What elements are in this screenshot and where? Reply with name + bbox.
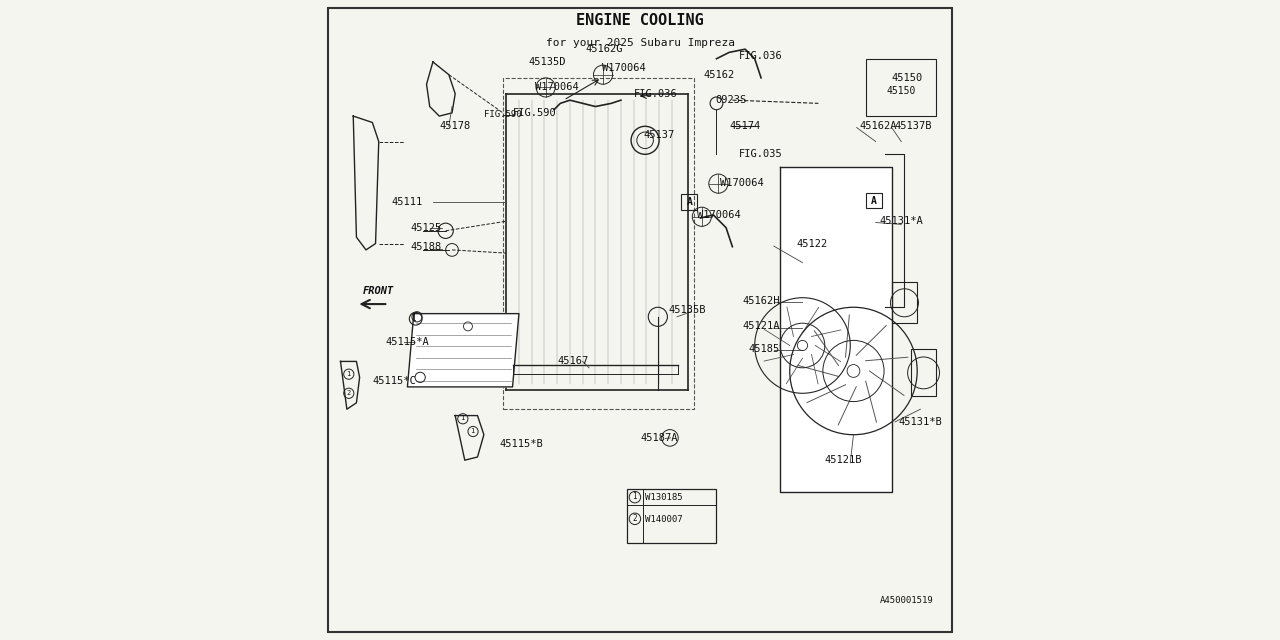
Text: 45115*C: 45115*C — [372, 376, 416, 385]
Text: A: A — [872, 196, 877, 206]
Text: 1: 1 — [346, 371, 351, 376]
Bar — [627, 489, 717, 543]
Text: 45115*A: 45115*A — [385, 337, 429, 348]
Text: 1: 1 — [470, 428, 475, 434]
Text: W130185: W130185 — [645, 493, 682, 502]
Text: 45162H: 45162H — [742, 296, 780, 306]
Text: 45178: 45178 — [439, 121, 471, 131]
Bar — [867, 59, 936, 116]
Polygon shape — [407, 314, 518, 387]
Text: 45121B: 45121B — [824, 455, 863, 465]
Text: FIG.590: FIG.590 — [512, 108, 557, 118]
Text: 45167: 45167 — [557, 356, 589, 367]
Text: 45125: 45125 — [411, 223, 442, 232]
Text: 45137: 45137 — [643, 130, 675, 140]
Text: 45115*B: 45115*B — [499, 439, 544, 449]
Text: W170064: W170064 — [602, 63, 645, 74]
Text: 45135D: 45135D — [529, 57, 566, 67]
Text: 2: 2 — [632, 514, 637, 523]
Text: 45122: 45122 — [796, 239, 827, 248]
Text: 1: 1 — [632, 492, 637, 501]
Text: FIG.590: FIG.590 — [484, 110, 521, 119]
Text: 45162A: 45162A — [860, 121, 897, 131]
Text: W170064: W170064 — [698, 210, 741, 220]
Text: 45131*A: 45131*A — [879, 216, 923, 226]
Text: 1: 1 — [411, 314, 416, 323]
Text: A: A — [686, 197, 692, 207]
Text: FIG.035: FIG.035 — [739, 149, 782, 159]
Text: 45185: 45185 — [749, 344, 780, 354]
Text: A450001519: A450001519 — [879, 596, 933, 605]
Bar — [911, 349, 936, 396]
Text: 45188: 45188 — [411, 242, 442, 252]
Text: 0923S: 0923S — [716, 95, 746, 105]
Bar — [681, 194, 698, 210]
Text: FIG.036: FIG.036 — [634, 89, 677, 99]
Bar — [892, 282, 918, 323]
Text: 45174: 45174 — [730, 121, 760, 131]
Text: 45135B: 45135B — [668, 305, 707, 316]
Polygon shape — [781, 167, 892, 492]
Text: 45131*B: 45131*B — [899, 417, 942, 427]
Bar — [503, 78, 694, 409]
Text: 45187A: 45187A — [640, 433, 677, 443]
Text: 1: 1 — [460, 415, 465, 421]
Text: 45121A: 45121A — [742, 321, 780, 332]
Text: W170064: W170064 — [535, 83, 579, 92]
Text: FIG.036: FIG.036 — [739, 51, 782, 61]
Text: 45162G: 45162G — [586, 44, 623, 54]
Text: for your 2025 Subaru Impreza: for your 2025 Subaru Impreza — [545, 38, 735, 48]
Text: ENGINE COOLING: ENGINE COOLING — [576, 13, 704, 28]
Text: 45150: 45150 — [892, 73, 923, 83]
Text: 45111: 45111 — [392, 197, 422, 207]
Text: 45137B: 45137B — [895, 121, 932, 131]
Text: W170064: W170064 — [719, 178, 763, 188]
Text: 2: 2 — [346, 390, 351, 396]
Text: W140007: W140007 — [645, 515, 682, 524]
Text: 45150: 45150 — [887, 86, 916, 95]
Text: FRONT: FRONT — [362, 286, 394, 296]
Text: 45162: 45162 — [704, 70, 735, 79]
Bar — [867, 193, 882, 209]
